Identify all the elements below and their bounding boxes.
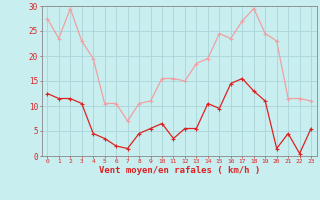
X-axis label: Vent moyen/en rafales ( km/h ): Vent moyen/en rafales ( km/h ) [99,166,260,175]
